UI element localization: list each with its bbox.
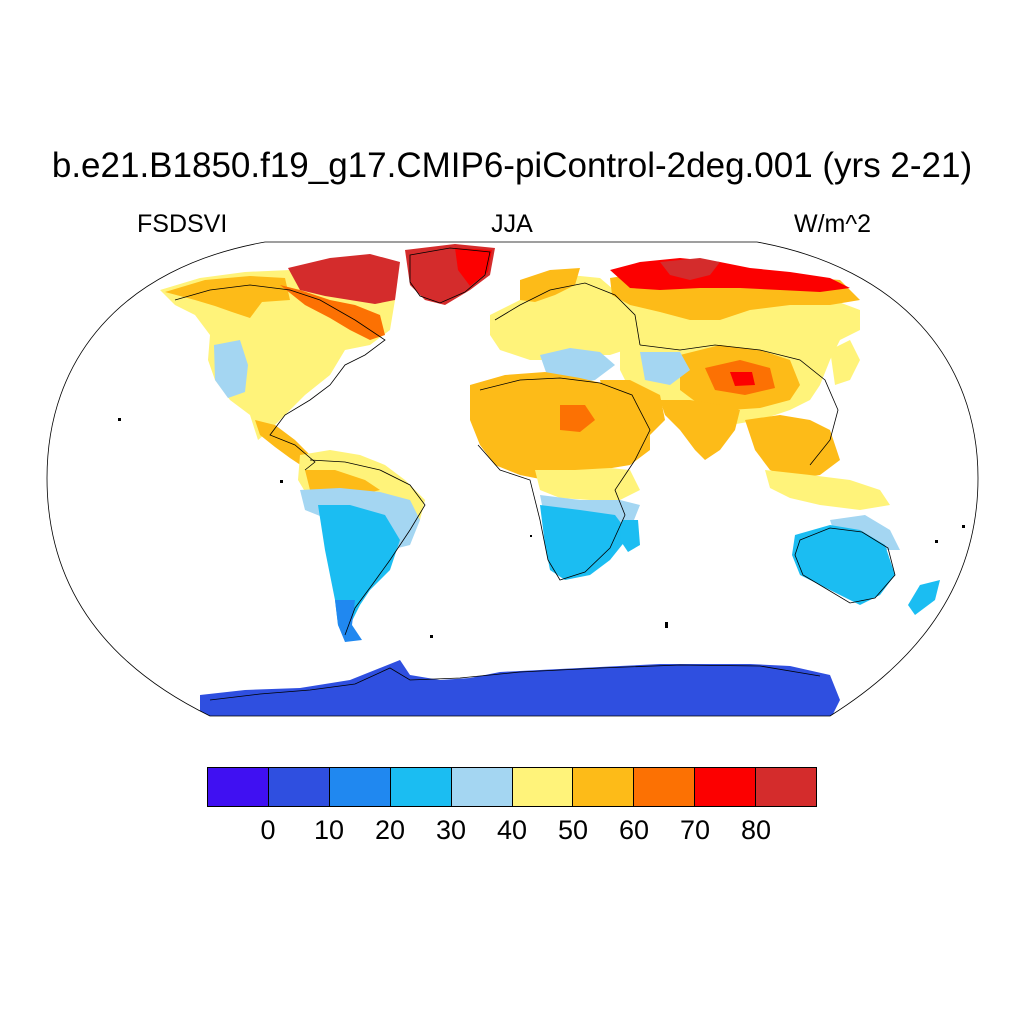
colorbar-tick-label: 30 [435, 815, 467, 845]
land-north-america-orange [165, 276, 290, 318]
land-greenland-bright-red [455, 248, 492, 286]
land-new-zealand-blue [908, 580, 940, 615]
land-africa-yellow [535, 468, 640, 500]
land-europe-orange [520, 268, 580, 302]
season-label: JJA [491, 210, 533, 238]
coastlines [174, 247, 896, 701]
land-sahara-darkorange [560, 405, 595, 432]
land-siberia-darkred [660, 258, 720, 280]
colorbar-box-5 [512, 768, 574, 806]
colorbar-tick-label: 10 [313, 815, 345, 845]
colorbar-box-2 [329, 768, 391, 806]
colorbar-box-1 [268, 768, 330, 806]
colorbar-box-6 [573, 768, 635, 806]
land-australia-blue [792, 525, 895, 605]
land-madagascar-blue [620, 520, 640, 552]
colorbar-tick-label: 50 [557, 815, 589, 845]
colorbar-tick-label: 60 [618, 815, 650, 845]
land-india-orange [660, 400, 740, 460]
colorbar-tick-label: 40 [496, 815, 528, 845]
colorbar-tick-label: 70 [679, 815, 711, 845]
land-se-asia-yellow [765, 470, 890, 510]
land-patagonia-blue [335, 600, 362, 642]
colorbar-tick-label: 0 [260, 815, 276, 845]
colorbar-tick-label: 20 [374, 815, 406, 845]
colorbar-box-7 [634, 768, 696, 806]
colorbar-tick-label: 80 [740, 815, 772, 845]
islands [118, 418, 965, 638]
land-south-america-orange [305, 470, 380, 495]
land-south-america-blue [318, 505, 400, 640]
land-canada-arctic-red [288, 254, 400, 304]
land-tibet-red [730, 372, 755, 386]
colorbar [207, 767, 817, 807]
colorbar-box-4 [451, 768, 513, 806]
colorbar-box-9 [756, 768, 817, 806]
land-australia-lightblue [830, 515, 900, 550]
plot-title: b.e21.B1850.f19_g17.CMIP6-piControl-2deg… [51, 146, 973, 185]
land-us-lightblue [214, 340, 248, 398]
land-se-asia-orange [745, 415, 840, 480]
land-southern-africa-blue [540, 505, 630, 580]
land-middle-east-orange [600, 380, 665, 440]
land-antarctica-blue [200, 660, 840, 716]
colorbar-box-8 [695, 768, 757, 806]
map-border [46, 241, 979, 717]
land-japan-yellow [830, 340, 860, 385]
land-siberia-red [610, 258, 850, 292]
colorbar-box-0 [208, 768, 269, 806]
units-label: W/m^2 [794, 210, 872, 238]
variable-label: FSDSVI [137, 210, 228, 238]
map-fill-layer [160, 244, 940, 716]
land-central-asia-lightblue [640, 352, 690, 385]
colorbar-box-3 [390, 768, 452, 806]
land-canada-orange [280, 285, 385, 340]
